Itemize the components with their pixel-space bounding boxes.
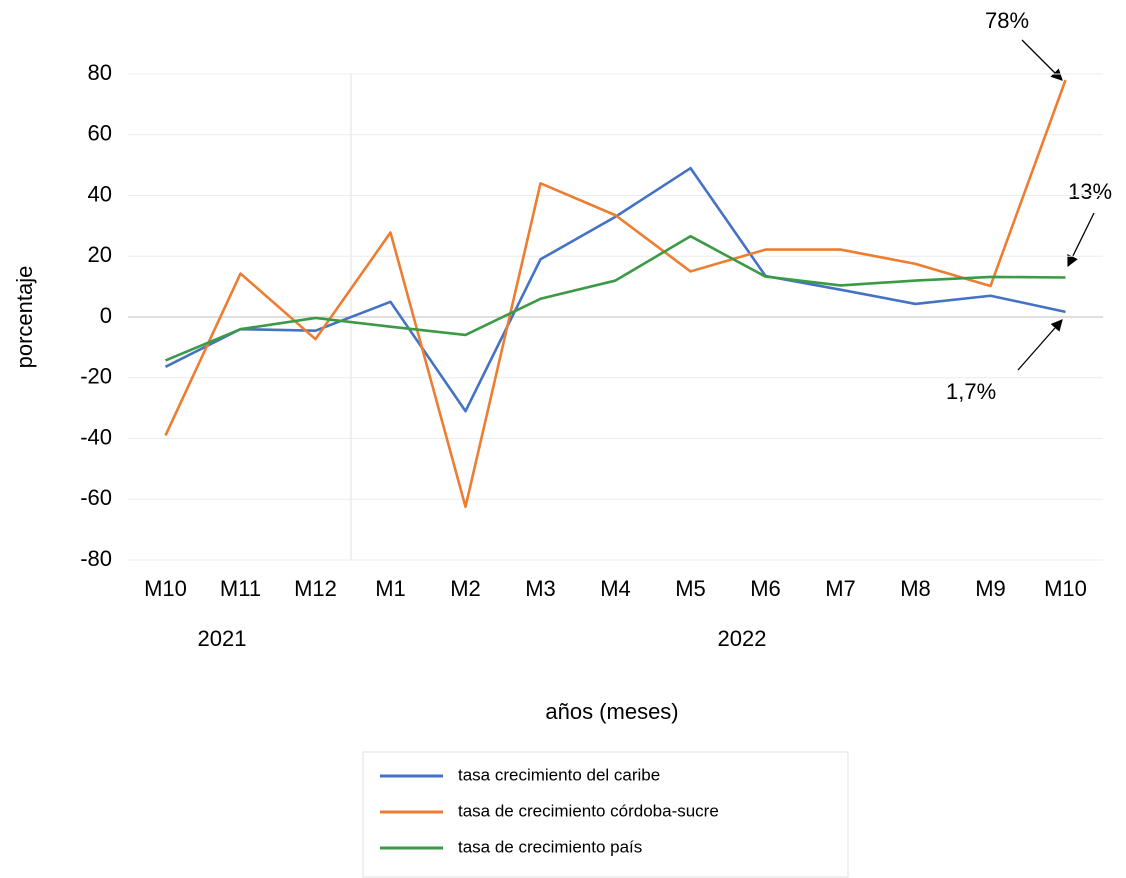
x-axis-title: años (meses) xyxy=(545,699,678,724)
annotation: 13% xyxy=(1068,179,1112,204)
series-line xyxy=(164,79,1067,509)
x-tick-label: M5 xyxy=(675,576,706,601)
legend-label: tasa de crecimiento país xyxy=(458,837,642,856)
legend-label: tasa crecimiento del caribe xyxy=(458,765,660,784)
x-tick-label: M6 xyxy=(750,576,781,601)
x-tick-label: M7 xyxy=(825,576,856,601)
x-tick-label: M3 xyxy=(525,576,556,601)
annotation-arrow xyxy=(1067,212,1095,268)
x-tick-label: M4 xyxy=(600,576,631,601)
annotation-arrow xyxy=(1017,319,1063,371)
annotation-arrow xyxy=(1021,39,1063,81)
y-tick-label: -60 xyxy=(80,485,112,510)
y-tick-label: -20 xyxy=(80,364,112,389)
y-tick-label: -80 xyxy=(80,546,112,571)
x-tick-label: M8 xyxy=(900,576,931,601)
series-line xyxy=(164,234,1066,362)
x-tick-label: M9 xyxy=(975,576,1006,601)
y-tick-label: -40 xyxy=(80,424,112,449)
x-tick-label: M12 xyxy=(294,576,337,601)
x-tick-label: M11 xyxy=(220,576,261,601)
annotation: 78% xyxy=(985,8,1029,33)
y-tick-label: 40 xyxy=(88,181,112,206)
annotation: 1,7% xyxy=(946,379,996,404)
y-tick-label: 80 xyxy=(88,60,112,85)
y-tick-label: 0 xyxy=(100,303,112,328)
x-tick-label: M10 xyxy=(1044,576,1087,601)
x-tick-label: M1 xyxy=(375,576,406,601)
x-tick-label: M10 xyxy=(144,576,187,601)
x-tick-label: M2 xyxy=(450,576,481,601)
legend-label: tasa de crecimiento córdoba-sucre xyxy=(458,801,719,820)
x-group-label: 2022 xyxy=(718,626,767,651)
y-axis-title: porcentaje xyxy=(12,266,37,369)
legend: tasa crecimiento del caribe tasa de creci… xyxy=(380,765,719,856)
series-line xyxy=(164,166,1066,413)
y-tick-label: 60 xyxy=(88,121,112,146)
x-group-label: 2021 xyxy=(198,626,247,651)
y-tick-label: 20 xyxy=(88,242,112,267)
legend-box xyxy=(362,751,849,878)
